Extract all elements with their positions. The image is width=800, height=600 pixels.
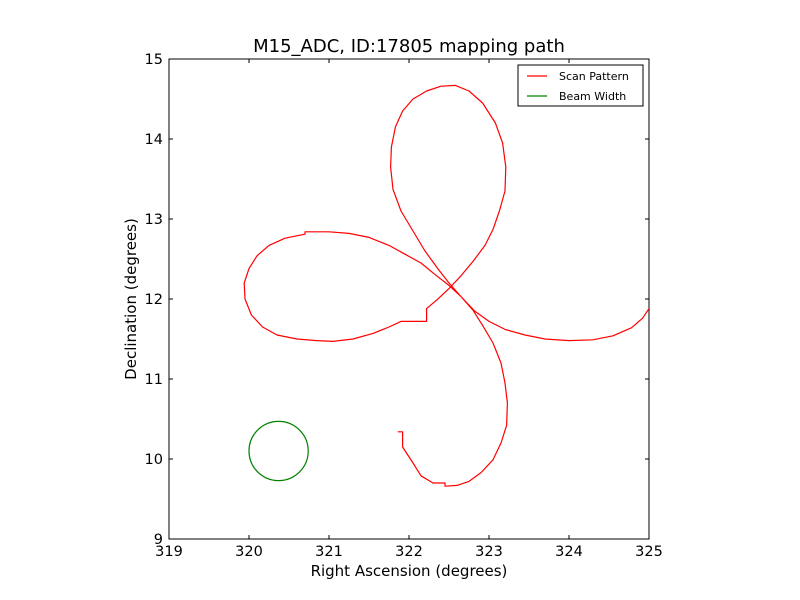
y-tick-label: 11 (145, 372, 163, 388)
x-tick-label: 325 (635, 544, 663, 560)
x-tick-label: 321 (315, 544, 343, 560)
y-axis: 9 10 11 12 13 14 15 (145, 52, 649, 548)
series-layer (243, 84, 649, 487)
legend-label-scan-pattern: Scan Pattern (559, 70, 629, 83)
legend-label-beam-width: Beam Width (559, 90, 626, 103)
x-axis: 319 320 321 322 323 324 325 (155, 59, 663, 560)
y-tick-label: 10 (145, 452, 163, 468)
plot-area (168, 58, 650, 540)
y-tick-label: 12 (145, 292, 163, 308)
x-tick-label: 319 (155, 544, 183, 560)
y-tick-label: 15 (145, 52, 163, 68)
x-tick-label: 320 (235, 544, 263, 560)
legend-box (517, 64, 644, 107)
y-axis-label: Declination (degrees) (122, 218, 140, 380)
x-tick-label: 324 (555, 544, 583, 560)
y-tick-label: 13 (145, 212, 163, 228)
chart-title: M15_ADC, ID:17805 mapping path (253, 36, 565, 57)
beam-width-circle (248, 420, 309, 482)
scan-pattern-line (243, 84, 649, 487)
x-axis-label: Right Ascension (degrees) (311, 562, 508, 580)
y-tick-label: 14 (145, 132, 163, 148)
y-tick-label: 9 (154, 532, 163, 548)
x-tick-label: 323 (475, 544, 503, 560)
legend: Scan Pattern Beam Width (517, 64, 644, 107)
x-tick-label: 322 (395, 544, 423, 560)
